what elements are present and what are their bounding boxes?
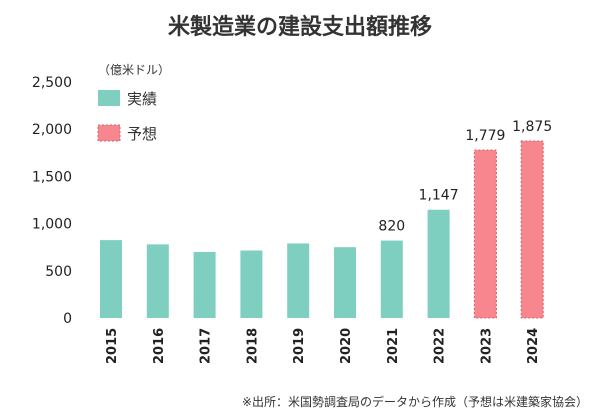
x-tick-label-2016: 2016	[152, 328, 167, 364]
bar-2016	[146, 244, 169, 318]
bar-2021	[380, 240, 403, 318]
bar-2024	[520, 140, 544, 319]
y-tick-label: 500	[45, 264, 72, 280]
bar-2022	[427, 209, 450, 318]
bar-2019	[287, 243, 310, 318]
y-tick-label: 2,500	[32, 75, 72, 91]
x-tick-label-2021: 2021	[386, 328, 401, 364]
x-tick-label-2015: 2015	[105, 328, 120, 364]
data-label-2024: 1,875	[512, 119, 552, 135]
data-label-2021: 820	[378, 219, 405, 235]
data-label-2022: 1,147	[419, 188, 459, 204]
x-tick-label-2018: 2018	[245, 328, 260, 364]
y-tick-label: 2,000	[32, 122, 72, 138]
x-tick-label-2023: 2023	[479, 328, 494, 364]
unit-label: （億米ドル）	[98, 63, 170, 77]
data-label-2023: 1,779	[465, 128, 505, 144]
x-tick-label-2024: 2024	[526, 328, 541, 364]
legend-label-actual: 実績	[127, 90, 157, 108]
bars	[100, 140, 544, 319]
x-tick-label-2022: 2022	[433, 328, 448, 364]
y-tick-label: 1,000	[32, 217, 72, 233]
legend-label-forecast: 予想	[127, 125, 157, 143]
x-axis: 2015 2016 2017 2018 2019 2020 2021 2022 2023 2024	[105, 328, 541, 364]
legend-swatch-forecast	[97, 124, 121, 142]
y-tick-label: 1,500	[32, 169, 72, 185]
legend-swatch-actual	[98, 90, 120, 106]
bar-2015	[100, 240, 122, 318]
bar-2017	[193, 251, 216, 318]
legend: 実績 予想	[97, 90, 157, 143]
source-note: ※出所：米国勢調査局のデータから作成（予想は米建築家協会）	[242, 394, 588, 409]
x-tick-label-2019: 2019	[292, 328, 307, 364]
data-labels: 820 1,147 1,779 1,875	[378, 119, 552, 235]
bar-2023	[473, 149, 497, 319]
chart-title: 米製造業の建設支出額推移	[168, 14, 432, 40]
x-tick-label-2017: 2017	[199, 328, 214, 364]
y-tick-label: 0	[63, 311, 72, 327]
x-tick-label-2020: 2020	[339, 328, 354, 364]
bar-2020	[334, 247, 356, 318]
y-axis: 0 500 1,000 1,500 2,000 2,500	[32, 75, 72, 327]
bar-2018	[240, 250, 263, 318]
